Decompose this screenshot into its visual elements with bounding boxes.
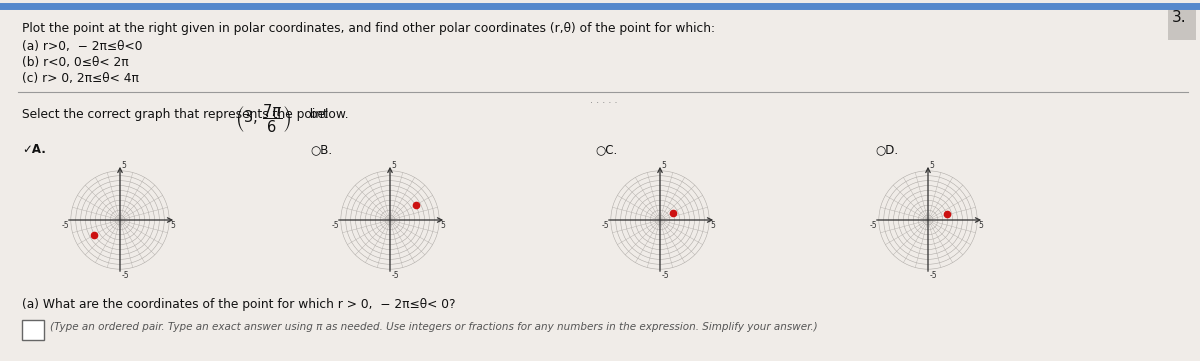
Text: ✓A.: ✓A. (22, 143, 46, 156)
Text: 5: 5 (710, 221, 715, 230)
Text: -5: -5 (391, 271, 400, 280)
Text: (b) r<0, 0≤θ< 2π: (b) r<0, 0≤θ< 2π (22, 56, 128, 69)
Text: below.: below. (302, 108, 349, 121)
FancyBboxPatch shape (22, 320, 44, 340)
Text: 5: 5 (121, 161, 126, 170)
Text: 5: 5 (391, 161, 396, 170)
Text: -5: -5 (601, 221, 610, 230)
Text: ○C.: ○C. (595, 143, 617, 156)
Text: $\left(3,\,\dfrac{7\pi}{6}\right)$: $\left(3,\,\dfrac{7\pi}{6}\right)$ (235, 102, 292, 135)
Text: 3.: 3. (1172, 10, 1187, 25)
Text: -5: -5 (930, 271, 937, 280)
Text: -5: -5 (121, 271, 130, 280)
Text: . . . . .: . . . . . (590, 95, 618, 105)
Text: Select the correct graph that represents the point: Select the correct graph that represents… (22, 108, 336, 121)
Text: -5: -5 (61, 221, 70, 230)
Text: ○B.: ○B. (310, 143, 332, 156)
Text: (a) r>0,  − 2π≤θ<0: (a) r>0, − 2π≤θ<0 (22, 40, 143, 53)
Text: 5: 5 (979, 221, 984, 230)
Text: 5: 5 (930, 161, 935, 170)
Text: -5: -5 (661, 271, 670, 280)
Text: -5: -5 (870, 221, 877, 230)
Text: (Type an ordered pair. Type an exact answer using π as needed. Use integers or f: (Type an ordered pair. Type an exact ans… (50, 322, 817, 332)
Text: (a) What are the coordinates of the point for which r > 0,  − 2π≤θ< 0?: (a) What are the coordinates of the poin… (22, 298, 456, 311)
Text: 5: 5 (440, 221, 445, 230)
Text: -5: -5 (331, 221, 340, 230)
Text: Plot the point at the right given in polar coordinates, and find other polar coo: Plot the point at the right given in pol… (22, 22, 715, 35)
Text: 5: 5 (661, 161, 666, 170)
Text: ○D.: ○D. (875, 143, 898, 156)
FancyBboxPatch shape (1168, 8, 1196, 40)
Text: (c) r> 0, 2π≤θ< 4π: (c) r> 0, 2π≤θ< 4π (22, 72, 139, 85)
Text: 5: 5 (170, 221, 175, 230)
